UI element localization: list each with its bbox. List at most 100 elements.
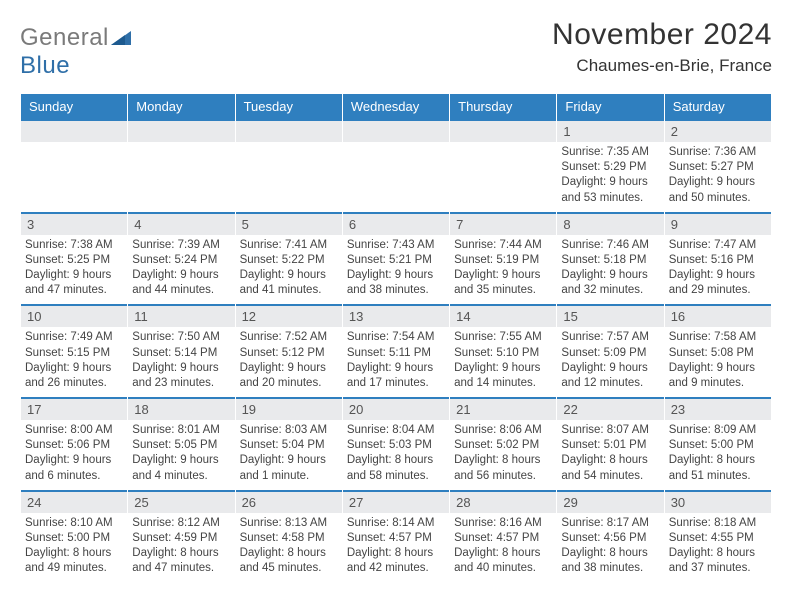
calendar-day-cell: 1Sunrise: 7:35 AMSunset: 5:29 PMDaylight… (557, 119, 663, 212)
calendar-week-row: 17Sunrise: 8:00 AMSunset: 5:06 PMDayligh… (21, 397, 771, 490)
daylight-text: Daylight: 9 hours and 17 minutes. (347, 361, 445, 391)
calendar-day-cell (343, 119, 449, 212)
sunset-text: Sunset: 5:21 PM (347, 253, 445, 268)
calendar-day-cell: 15Sunrise: 7:57 AMSunset: 5:09 PMDayligh… (557, 304, 663, 397)
sunset-text: Sunset: 5:06 PM (25, 438, 123, 453)
day-details: Sunrise: 8:06 AMSunset: 5:02 PMDaylight:… (450, 420, 556, 490)
calendar-day-cell: 4Sunrise: 7:39 AMSunset: 5:24 PMDaylight… (128, 212, 234, 305)
calendar-day-cell: 7Sunrise: 7:44 AMSunset: 5:19 PMDaylight… (450, 212, 556, 305)
location-subtitle: Chaumes-en-Brie, France (552, 56, 772, 76)
day-number: 14 (450, 304, 556, 327)
calendar-day-cell: 9Sunrise: 7:47 AMSunset: 5:16 PMDaylight… (665, 212, 771, 305)
sunset-text: Sunset: 5:00 PM (25, 531, 123, 546)
weekday-header-row: Sunday Monday Tuesday Wednesday Thursday… (21, 94, 771, 119)
calendar-day-cell: 29Sunrise: 8:17 AMSunset: 4:56 PMDayligh… (557, 490, 663, 583)
daylight-text: Daylight: 9 hours and 41 minutes. (240, 268, 338, 298)
title-block: November 2024 Chaumes-en-Brie, France (552, 18, 772, 76)
sunset-text: Sunset: 5:16 PM (669, 253, 767, 268)
weekday-header: Monday (128, 94, 234, 119)
weekday-header: Wednesday (343, 94, 449, 119)
sunset-text: Sunset: 4:57 PM (347, 531, 445, 546)
weekday-header: Friday (557, 94, 663, 119)
calendar-table: Sunday Monday Tuesday Wednesday Thursday… (20, 94, 772, 582)
day-number: 23 (665, 397, 771, 420)
sunrise-text: Sunrise: 7:39 AM (132, 238, 230, 253)
logo-mark-icon (111, 24, 131, 51)
day-number: 25 (128, 490, 234, 513)
sunrise-text: Sunrise: 8:16 AM (454, 516, 552, 531)
daylight-text: Daylight: 9 hours and 47 minutes. (25, 268, 123, 298)
calendar-day-cell: 12Sunrise: 7:52 AMSunset: 5:12 PMDayligh… (236, 304, 342, 397)
day-number (343, 119, 449, 142)
header: General Blue November 2024 Chaumes-en-Br… (20, 18, 772, 80)
day-details: Sunrise: 8:17 AMSunset: 4:56 PMDaylight:… (557, 513, 663, 583)
sunrise-text: Sunrise: 8:00 AM (25, 423, 123, 438)
daylight-text: Daylight: 9 hours and 26 minutes. (25, 361, 123, 391)
sunrise-text: Sunrise: 7:44 AM (454, 238, 552, 253)
sunset-text: Sunset: 5:02 PM (454, 438, 552, 453)
calendar-day-cell: 5Sunrise: 7:41 AMSunset: 5:22 PMDaylight… (236, 212, 342, 305)
sunset-text: Sunset: 5:11 PM (347, 346, 445, 361)
sunset-text: Sunset: 5:10 PM (454, 346, 552, 361)
sunrise-text: Sunrise: 7:52 AM (240, 330, 338, 345)
day-number: 27 (343, 490, 449, 513)
sunrise-text: Sunrise: 8:07 AM (561, 423, 659, 438)
day-details: Sunrise: 8:13 AMSunset: 4:58 PMDaylight:… (236, 513, 342, 583)
day-number: 18 (128, 397, 234, 420)
day-details: Sunrise: 8:07 AMSunset: 5:01 PMDaylight:… (557, 420, 663, 490)
day-number: 2 (665, 119, 771, 142)
day-details: Sunrise: 7:52 AMSunset: 5:12 PMDaylight:… (236, 327, 342, 397)
sunset-text: Sunset: 5:24 PM (132, 253, 230, 268)
sunrise-text: Sunrise: 7:54 AM (347, 330, 445, 345)
day-details: Sunrise: 7:49 AMSunset: 5:15 PMDaylight:… (21, 327, 127, 397)
calendar-day-cell: 16Sunrise: 7:58 AMSunset: 5:08 PMDayligh… (665, 304, 771, 397)
daylight-text: Daylight: 9 hours and 9 minutes. (669, 361, 767, 391)
day-number (236, 119, 342, 142)
sunrise-text: Sunrise: 7:57 AM (561, 330, 659, 345)
day-number (128, 119, 234, 142)
day-number: 7 (450, 212, 556, 235)
sunset-text: Sunset: 4:55 PM (669, 531, 767, 546)
calendar-day-cell: 22Sunrise: 8:07 AMSunset: 5:01 PMDayligh… (557, 397, 663, 490)
calendar-day-cell: 28Sunrise: 8:16 AMSunset: 4:57 PMDayligh… (450, 490, 556, 583)
sunrise-text: Sunrise: 8:17 AM (561, 516, 659, 531)
sunrise-text: Sunrise: 7:36 AM (669, 145, 767, 160)
day-details: Sunrise: 7:41 AMSunset: 5:22 PMDaylight:… (236, 235, 342, 305)
daylight-text: Daylight: 8 hours and 37 minutes. (669, 546, 767, 576)
day-details: Sunrise: 8:14 AMSunset: 4:57 PMDaylight:… (343, 513, 449, 583)
day-details: Sunrise: 7:54 AMSunset: 5:11 PMDaylight:… (343, 327, 449, 397)
sunrise-text: Sunrise: 8:18 AM (669, 516, 767, 531)
daylight-text: Daylight: 9 hours and 50 minutes. (669, 175, 767, 205)
sunrise-text: Sunrise: 8:10 AM (25, 516, 123, 531)
day-details: Sunrise: 8:03 AMSunset: 5:04 PMDaylight:… (236, 420, 342, 490)
calendar-day-cell (236, 119, 342, 212)
sunset-text: Sunset: 5:09 PM (561, 346, 659, 361)
calendar-day-cell: 3Sunrise: 7:38 AMSunset: 5:25 PMDaylight… (21, 212, 127, 305)
day-details: Sunrise: 7:36 AMSunset: 5:27 PMDaylight:… (665, 142, 771, 212)
day-details: Sunrise: 8:10 AMSunset: 5:00 PMDaylight:… (21, 513, 127, 583)
daylight-text: Daylight: 8 hours and 56 minutes. (454, 453, 552, 483)
calendar-day-cell: 23Sunrise: 8:09 AMSunset: 5:00 PMDayligh… (665, 397, 771, 490)
sunset-text: Sunset: 5:04 PM (240, 438, 338, 453)
sunset-text: Sunset: 5:08 PM (669, 346, 767, 361)
sunrise-text: Sunrise: 7:58 AM (669, 330, 767, 345)
logo-word-1: General (20, 24, 109, 51)
daylight-text: Daylight: 9 hours and 4 minutes. (132, 453, 230, 483)
sunrise-text: Sunrise: 8:01 AM (132, 423, 230, 438)
sunrise-text: Sunrise: 8:03 AM (240, 423, 338, 438)
sunrise-text: Sunrise: 7:46 AM (561, 238, 659, 253)
sunset-text: Sunset: 5:05 PM (132, 438, 230, 453)
day-details: Sunrise: 7:50 AMSunset: 5:14 PMDaylight:… (128, 327, 234, 397)
day-details: Sunrise: 7:55 AMSunset: 5:10 PMDaylight:… (450, 327, 556, 397)
calendar-day-cell (21, 119, 127, 212)
day-details: Sunrise: 8:16 AMSunset: 4:57 PMDaylight:… (450, 513, 556, 583)
daylight-text: Daylight: 9 hours and 29 minutes. (669, 268, 767, 298)
daylight-text: Daylight: 9 hours and 44 minutes. (132, 268, 230, 298)
daylight-text: Daylight: 9 hours and 1 minute. (240, 453, 338, 483)
weekday-header: Thursday (450, 94, 556, 119)
sunset-text: Sunset: 5:25 PM (25, 253, 123, 268)
day-details: Sunrise: 8:12 AMSunset: 4:59 PMDaylight:… (128, 513, 234, 583)
sunset-text: Sunset: 4:57 PM (454, 531, 552, 546)
calendar-day-cell: 10Sunrise: 7:49 AMSunset: 5:15 PMDayligh… (21, 304, 127, 397)
daylight-text: Daylight: 8 hours and 42 minutes. (347, 546, 445, 576)
